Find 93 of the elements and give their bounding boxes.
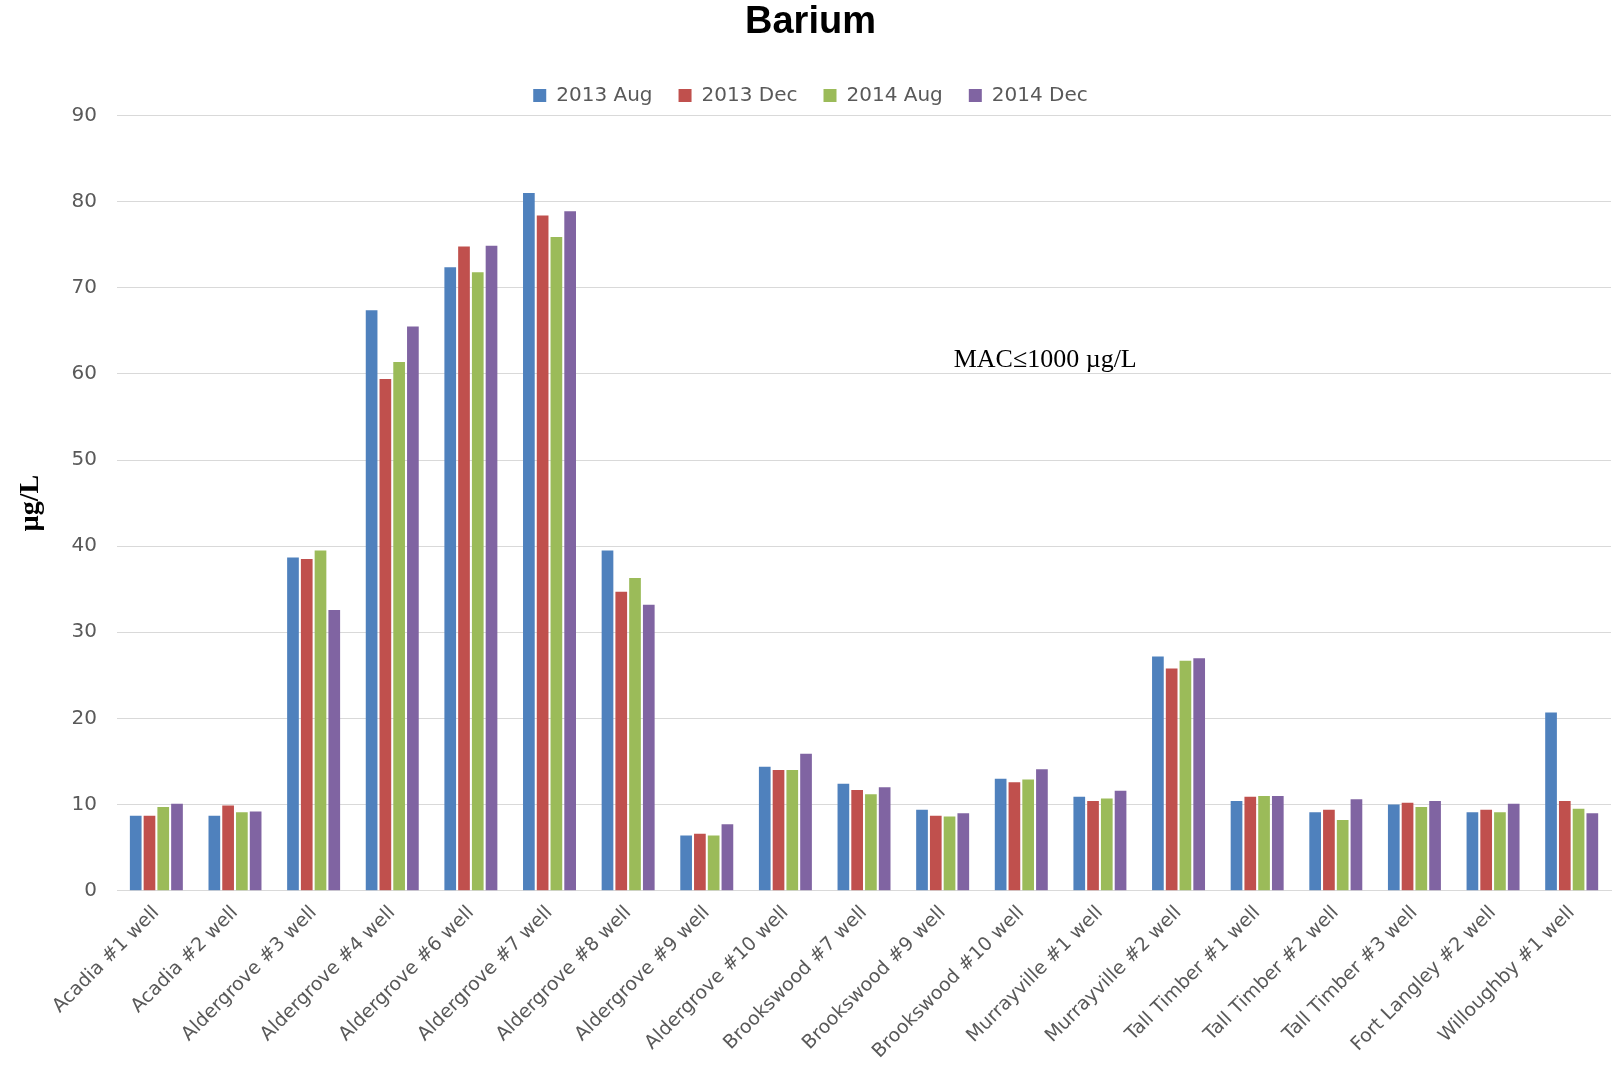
bar [1114,790,1127,891]
bar [851,789,863,891]
bar [523,193,535,891]
bar [1572,808,1585,891]
bar [1507,803,1520,891]
bar [1494,812,1506,891]
bar [1545,712,1557,891]
bar [1193,658,1206,891]
bar [1429,801,1441,891]
bar [379,379,392,891]
bar [236,812,248,891]
bar [222,805,234,891]
bar [1258,795,1270,891]
bar [1230,801,1243,891]
bar [615,591,628,891]
bar [1480,809,1493,891]
bar [1336,820,1349,891]
bar [994,778,1007,891]
bar [943,816,956,891]
y-tick-label: 20 [71,704,98,729]
y-tick-label: 40 [71,532,98,557]
bar [1586,813,1599,891]
legend-label: 2013 Dec [701,81,798,106]
bar [680,835,692,891]
bar [365,310,378,891]
y-tick-label: 10 [71,790,98,815]
bar [1350,799,1363,891]
bar [157,807,170,891]
bar [1165,668,1178,891]
y-tick-label: 70 [71,274,98,299]
legend-label: 2014 Aug [846,81,943,106]
bar [249,811,262,891]
y-tick-label: 30 [71,618,98,643]
annotation: MAC≤1000 µg/L [953,343,1137,373]
y-tick-label: 80 [71,187,98,212]
bar [772,770,785,891]
bar [837,783,850,891]
bar [393,361,405,891]
bar [721,824,734,891]
bar [957,813,970,891]
bar [1100,798,1113,891]
y-tick-label: 50 [71,446,98,471]
bar [916,809,928,891]
bar [642,604,655,891]
bar [1309,812,1322,891]
bar [1036,769,1048,891]
bar [865,794,877,891]
y-tick-label: 0 [84,876,98,901]
bar [694,833,706,891]
bar [300,559,313,891]
legend-label: 2013 Aug [556,81,653,106]
bar [1415,807,1428,891]
bar [1271,795,1284,891]
bar [800,753,812,891]
bar [758,766,771,891]
bar [314,550,327,891]
bar [485,245,498,891]
bar [1073,796,1086,891]
bar [1152,656,1164,891]
bar [1323,809,1335,891]
bar [1087,801,1099,891]
bar [143,815,156,891]
bar [1558,801,1571,891]
bar [629,578,641,891]
chart-title: Barium [745,0,876,42]
bar [1466,812,1479,891]
bar [1008,782,1021,891]
y-axis-title: µg/L [13,474,45,532]
bar [929,815,942,891]
bar [407,326,419,891]
bar [1401,802,1414,891]
legend-label: 2014 Dec [991,81,1088,106]
bar [458,246,470,891]
bar [287,557,299,891]
bar [328,609,341,891]
bar [1244,796,1257,891]
bar [1387,804,1400,891]
bar [1179,660,1192,891]
bar [129,815,142,891]
bar [444,267,457,891]
bar [550,237,563,891]
bar [208,815,221,891]
bar [536,215,549,891]
bar [471,272,484,891]
bar [1022,779,1035,891]
bar [786,770,799,891]
bar [601,550,614,891]
bar [707,835,720,891]
bar [564,211,576,891]
y-tick-label: 90 [71,101,98,126]
bar [878,787,891,891]
bar [171,803,183,891]
y-tick-label: 60 [71,360,98,385]
